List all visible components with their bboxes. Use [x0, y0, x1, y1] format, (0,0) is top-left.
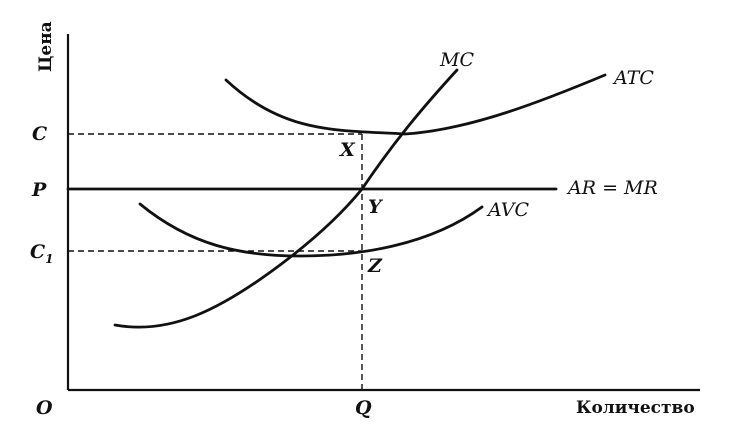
mc-label: MC — [439, 49, 474, 71]
point-x-label: X — [339, 139, 356, 161]
y-label-c: C — [32, 123, 47, 145]
atc-label: ATC — [612, 67, 654, 89]
y-label-p: P — [31, 179, 47, 201]
y-label-c1-base: C — [30, 241, 45, 263]
point-y-label: Y — [368, 196, 384, 218]
avc-label: AVC — [486, 199, 529, 221]
ar-mr-label: AR = MR — [566, 177, 658, 199]
y-label-c1-subscript: 1 — [45, 252, 53, 266]
atc-curve — [224, 73, 607, 136]
origin-label: O — [36, 397, 53, 419]
mc-curve — [113, 68, 459, 329]
y-label-c1: C1 — [30, 241, 53, 266]
point-z-label: Z — [367, 255, 383, 277]
x-axis-title: Количество — [576, 398, 695, 418]
y-axis-title: Цена — [36, 21, 56, 72]
avc-curve — [138, 202, 484, 258]
x-label-q: Q — [355, 397, 372, 419]
